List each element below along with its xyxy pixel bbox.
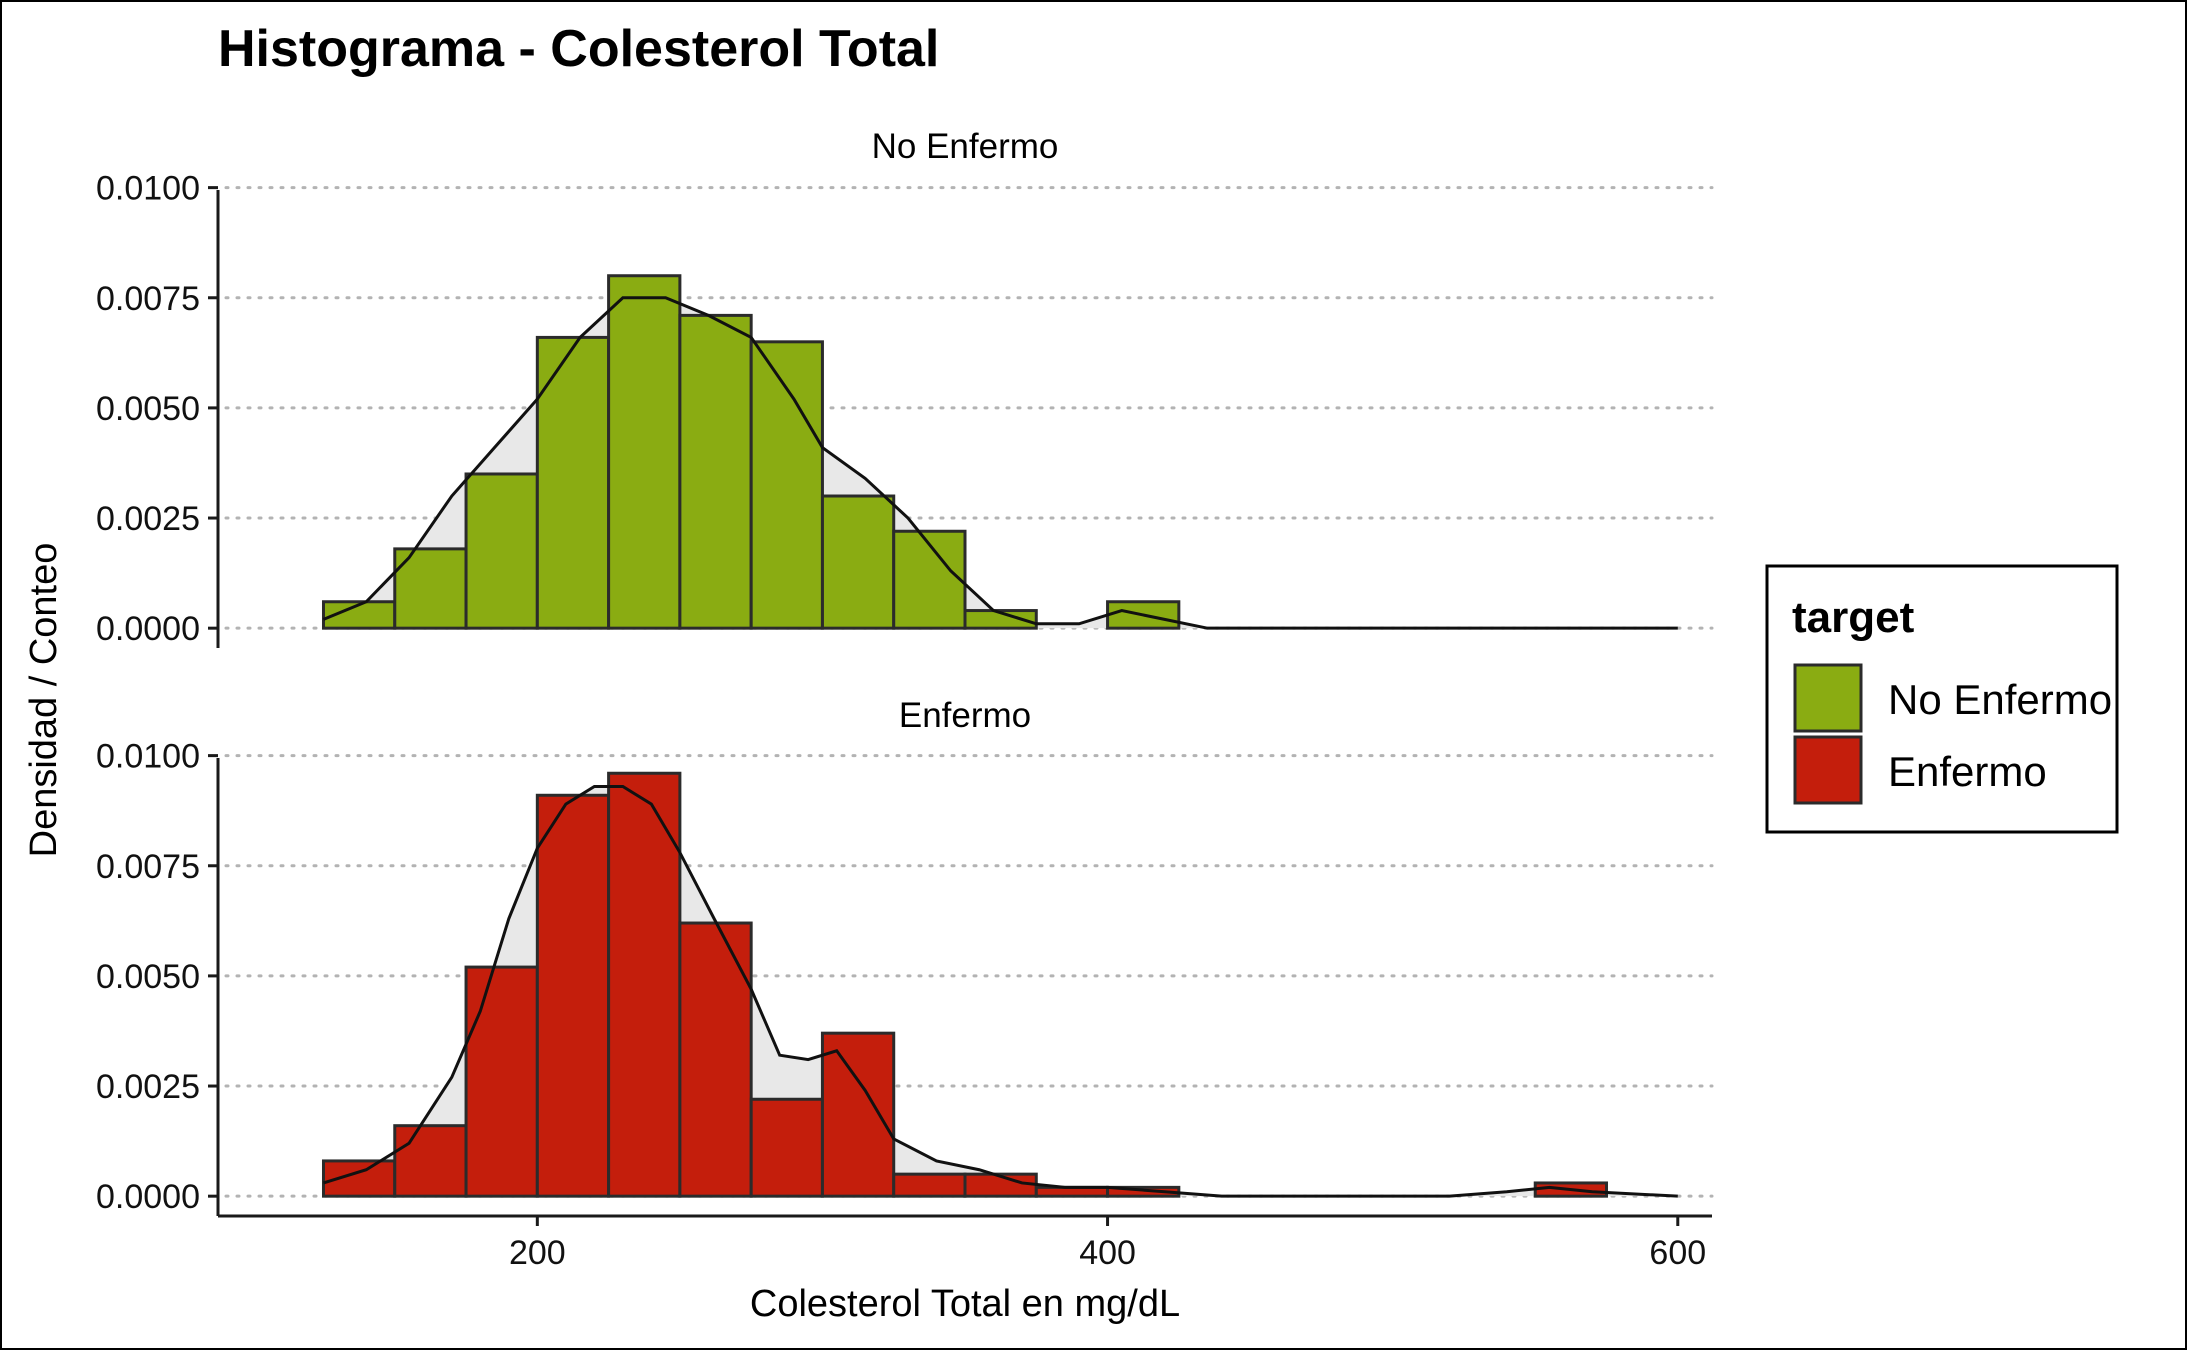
histogram-bar	[820, 494, 896, 630]
y-tick-label: 0.0075	[96, 848, 200, 886]
histogram-bar	[678, 313, 753, 630]
histogram-bar	[535, 793, 611, 1198]
x-tick-label: 600	[1649, 1234, 1706, 1272]
facet-strip-label-2: Enfermo	[899, 696, 1031, 735]
x-axis: 200 400 600	[218, 1214, 1712, 1272]
y-tick-label: 0.0050	[96, 958, 200, 996]
x-tick-label: 400	[1079, 1234, 1136, 1272]
density-line	[323, 784, 1678, 1198]
histogram-bar	[678, 921, 753, 1198]
legend-label-enfermo: Enfermo	[1888, 748, 2047, 795]
y-tick-label: 0.0025	[96, 1068, 200, 1106]
density-line	[322, 296, 1678, 630]
histogram-bar	[464, 965, 539, 1198]
histogram-bar	[820, 1031, 896, 1198]
y-tick-label: 0.0100	[96, 170, 200, 208]
y-tick-label: 0.0000	[96, 610, 200, 648]
facet-panel-no-enfermo: 0.0000 0.0025 0.0050 0.0075 0.0100	[96, 170, 1714, 648]
histogram-bar	[749, 340, 824, 630]
histogram-bar	[892, 529, 967, 630]
legend-key-enfermo	[1793, 735, 1863, 805]
facet-panel-enfermo: 0.0000 0.0025 0.0050 0.0075 0.0100	[96, 738, 1714, 1216]
legend: target No Enfermo Enfermo	[1765, 564, 2119, 834]
histogram-bar	[963, 609, 1038, 630]
histogram-bar	[464, 472, 539, 630]
y-tick-label: 0.0025	[96, 500, 200, 538]
x-axis-title: Colesterol Total en mg/dL	[750, 1283, 1180, 1325]
y-axis-title: Densidad / Conteo	[23, 543, 65, 858]
x-tick-label: 200	[509, 1234, 566, 1272]
legend-key-no-enfermo	[1793, 663, 1863, 733]
legend-title: target	[1792, 593, 1915, 642]
histogram-bar	[393, 1124, 468, 1198]
y-tick-label: 0.0000	[96, 1178, 200, 1216]
chart-title: Histograma - Colesterol Total	[218, 20, 939, 78]
legend-label-no-enfermo: No Enfermo	[1888, 676, 2112, 723]
y-tick-label: 0.0075	[96, 280, 200, 318]
histogram-bar	[607, 274, 682, 630]
histogram-bar	[892, 1172, 967, 1198]
y-tick-label: 0.0100	[96, 738, 200, 776]
histogram-bar	[535, 335, 611, 630]
histogram-bar	[749, 1097, 824, 1198]
facet-strip-label-1: No Enfermo	[872, 127, 1059, 166]
y-tick-label: 0.0050	[96, 390, 200, 428]
